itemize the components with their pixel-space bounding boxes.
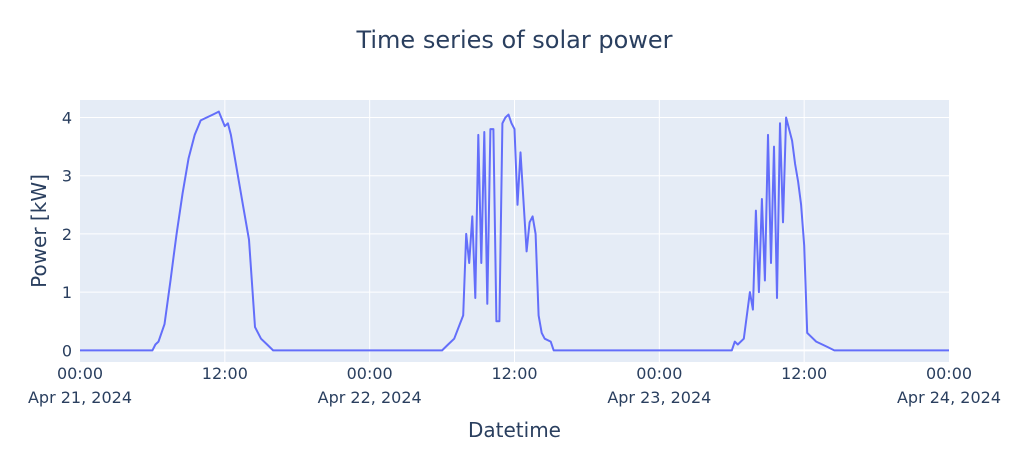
x-tick-label: 00:00 bbox=[57, 364, 103, 383]
x-tick-label: 12:00 bbox=[202, 364, 248, 383]
x-tick-label: 12:00 bbox=[491, 364, 537, 383]
x-tick-label: 00:00 bbox=[636, 364, 682, 383]
chart-title: Time series of solar power bbox=[356, 26, 673, 54]
series-line bbox=[80, 110, 949, 352]
y-tick-labels: 0 1 2 3 4 bbox=[62, 108, 72, 360]
y-tick-label: 0 bbox=[62, 341, 72, 360]
y-tick-label: 4 bbox=[62, 108, 72, 127]
x-tick-labels: 00:00 Apr 21, 2024 12:00 00:00 Apr 22, 2024 1… bbox=[28, 364, 1001, 407]
x-tick-date-label: Apr 21, 2024 bbox=[28, 388, 132, 407]
x-gridlines bbox=[224, 100, 805, 362]
x-axis-title: Datetime bbox=[468, 418, 561, 442]
x-tick-date-label: Apr 22, 2024 bbox=[318, 388, 422, 407]
x-tick-date-label: Apr 23, 2024 bbox=[607, 388, 711, 407]
x-tick-label: 00:00 bbox=[347, 364, 393, 383]
x-tick-date-label: Apr 24, 2024 bbox=[897, 388, 1001, 407]
x-tick-label: 12:00 bbox=[781, 364, 827, 383]
y-tick-label: 2 bbox=[62, 225, 72, 244]
x-tick-label: 00:00 bbox=[926, 364, 972, 383]
y-axis-title: Power [kW] bbox=[27, 174, 51, 288]
y-tick-label: 3 bbox=[62, 167, 72, 186]
y-tick-label: 1 bbox=[62, 283, 72, 302]
